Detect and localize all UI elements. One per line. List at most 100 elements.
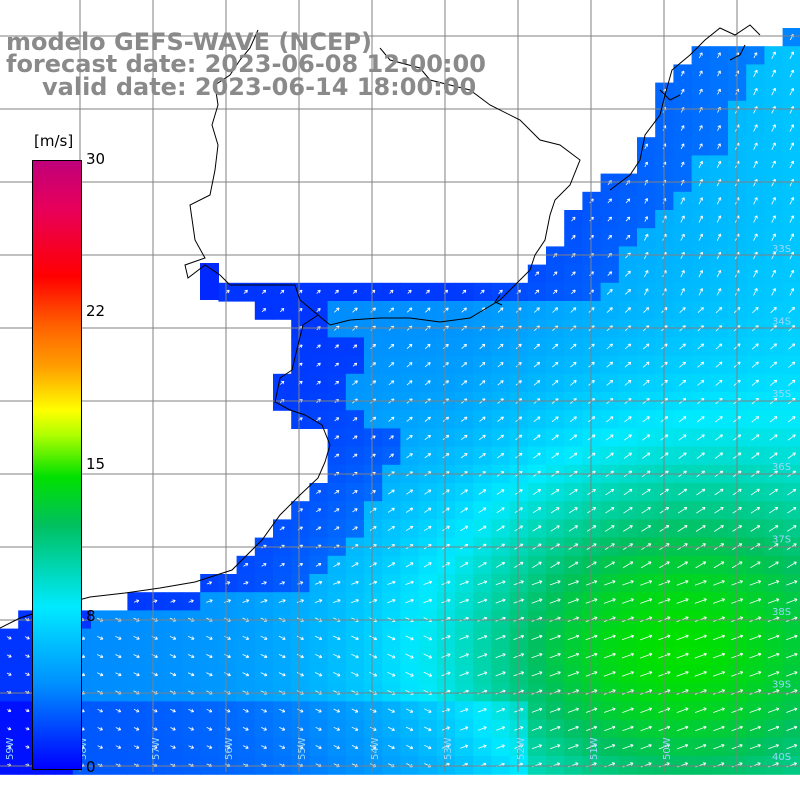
wind-cell — [527, 501, 547, 520]
wind-cell — [709, 137, 729, 156]
wind-cell — [291, 519, 310, 539]
wind-cell — [709, 119, 729, 138]
wind-arrow — [677, 507, 688, 514]
wind-arrow — [680, 161, 685, 168]
wind-arrow — [698, 233, 703, 241]
wind-arrow — [532, 525, 542, 532]
wind-arrow — [477, 708, 487, 713]
wind-arrow — [549, 652, 561, 659]
wind-arrow — [786, 725, 798, 731]
lat-label: 36S — [772, 462, 791, 473]
wind-arrow — [680, 197, 685, 205]
wind-arrow — [314, 599, 323, 603]
wind-arrow — [461, 343, 467, 350]
wind-arrow — [551, 434, 559, 441]
wind-arrow — [788, 361, 796, 368]
wind-cell — [709, 373, 729, 393]
wind-cell — [345, 355, 365, 375]
wind-cell — [436, 428, 456, 448]
wind-cell — [582, 355, 602, 375]
wind-cell — [382, 446, 401, 466]
wind-arrow — [787, 434, 796, 441]
wind-arrow — [715, 416, 723, 423]
wind-cell — [527, 446, 547, 466]
wind-arrow — [24, 654, 30, 658]
wind-cell — [637, 246, 656, 266]
wind-cell — [546, 337, 565, 357]
wind-cell — [564, 373, 583, 393]
wind-arrow — [787, 507, 797, 514]
wind-arrow — [441, 708, 451, 713]
wind-cell — [691, 64, 711, 84]
wind-cell — [436, 355, 456, 375]
wind-cell — [382, 301, 401, 320]
wind-arrow — [607, 198, 612, 204]
wind-cell — [746, 119, 765, 138]
wind-arrow — [603, 689, 616, 695]
wind-cell — [582, 501, 602, 520]
wind-arrow — [749, 707, 762, 713]
wind-arrow — [314, 653, 323, 659]
wind-cell — [382, 410, 401, 429]
wind-arrow — [315, 490, 322, 494]
wind-cell — [327, 519, 347, 539]
wind-arrow — [133, 708, 140, 713]
wind-cell — [691, 446, 711, 466]
wind-arrow — [480, 289, 485, 294]
wind-arrow — [352, 289, 358, 294]
wind-arrow — [606, 380, 614, 386]
wind-arrow — [478, 507, 487, 514]
wind-cell — [618, 228, 638, 247]
wind-cell — [673, 100, 693, 120]
lat-label: 35S — [772, 389, 791, 400]
wind-arrow — [697, 379, 705, 386]
wind-cell — [509, 519, 529, 539]
wind-cell — [546, 483, 565, 502]
wind-cell — [673, 282, 693, 302]
wind-arrow — [604, 580, 616, 586]
wind-cell — [546, 373, 565, 393]
wind-cell — [691, 210, 711, 229]
wind-cell — [691, 282, 711, 302]
wind-arrow — [334, 526, 340, 531]
wind-arrow — [513, 671, 525, 677]
wind-arrow — [441, 598, 451, 604]
wind-cell — [491, 555, 511, 575]
wind-arrow — [604, 725, 616, 732]
wind-arrow — [459, 671, 469, 677]
wind-cell — [564, 246, 583, 266]
wind-cell — [364, 373, 383, 393]
wind-cell — [655, 301, 674, 320]
wind-arrow — [477, 562, 487, 568]
wind-arrow — [441, 653, 451, 658]
wind-arrow — [750, 488, 760, 496]
lon-label: 52W — [516, 737, 527, 760]
wind-cell — [564, 446, 583, 466]
wind-cell — [582, 191, 602, 211]
wind-arrow — [169, 672, 177, 677]
wind-arrow — [242, 672, 250, 677]
wind-cell — [418, 282, 438, 302]
wind-arrow — [479, 380, 486, 386]
wind-arrow — [370, 343, 376, 350]
wind-cell — [382, 501, 401, 520]
wind-arrow — [680, 88, 685, 95]
wind-arrow — [771, 197, 776, 205]
wind-cell — [691, 119, 711, 138]
wind-arrow — [514, 726, 524, 731]
wind-cell — [327, 337, 347, 357]
wind-arrow — [624, 343, 632, 350]
wind-cell — [455, 428, 474, 448]
wind-arrow — [604, 744, 616, 750]
wind-cell — [236, 555, 256, 575]
wind-cell — [637, 137, 656, 156]
wind-arrow — [623, 488, 633, 496]
wind-cell — [546, 282, 565, 302]
wind-arrow — [424, 434, 431, 441]
wind-cell — [564, 282, 583, 302]
wind-arrow — [496, 744, 505, 749]
wind-cell — [709, 410, 729, 429]
wind-arrow — [406, 435, 413, 440]
wind-cell — [309, 355, 329, 375]
wind-arrow — [406, 453, 413, 459]
